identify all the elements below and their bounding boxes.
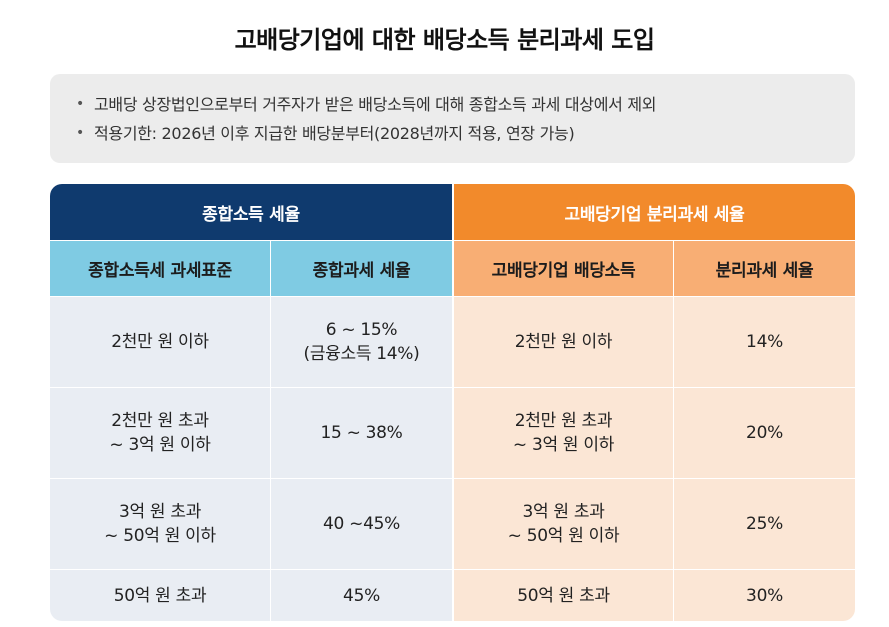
notes-box: • 고배당 상장법인으로부터 거주자가 받은 배당소득에 대해 종합소득 과세 … [50, 74, 855, 163]
tax-rate-table: 종합소득 세율 고배당기업 분리과세 세율 종합소득세 과세표준 종합과세 세율… [50, 184, 855, 621]
column-header-separate-rate: 분리과세 세율 [674, 241, 855, 296]
table-cell: 40 ~45% [271, 479, 452, 569]
table-cell: 2천만 원 초과 ~ 3억 원 이하 [50, 388, 270, 478]
group-header-comprehensive: 종합소득 세율 [50, 184, 452, 240]
table-cell: 2천만 원 초과 ~ 3억 원 이하 [454, 388, 673, 478]
note-item: • 고배당 상장법인으로부터 거주자가 받은 배당소득에 대해 종합소득 과세 … [76, 90, 855, 119]
note-item: • 적용기한: 2026년 이후 지급한 배당분부터(2028년까지 적용, 연… [76, 119, 855, 148]
bullet-icon: • [76, 125, 84, 141]
table-cell: 3억 원 초과 ~ 50억 원 이하 [50, 479, 270, 569]
column-header-dividend-income: 고배당기업 배당소득 [454, 241, 673, 296]
page-title: 고배당기업에 대한 배당소득 분리과세 도입 [234, 26, 655, 54]
table-cell: 3억 원 초과 ~ 50억 원 이하 [454, 479, 673, 569]
table-cell: 30% [674, 570, 855, 621]
table-cell: 25% [674, 479, 855, 569]
group-header-separate: 고배당기업 분리과세 세율 [454, 184, 855, 240]
column-header-tax-base: 종합소득세 과세표준 [50, 241, 270, 296]
table-cell: 6 ~ 15% (금융소득 14%) [271, 297, 452, 387]
table-cell: 14% [674, 297, 855, 387]
table-cell: 2천만 원 이하 [454, 297, 673, 387]
table-cell: 15 ~ 38% [271, 388, 452, 478]
bullet-icon: • [76, 96, 84, 112]
note-text: 고배당 상장법인으로부터 거주자가 받은 배당소득에 대해 종합소득 과세 대상… [94, 95, 657, 114]
table-cell: 50억 원 초과 [454, 570, 673, 621]
table-cell: 50억 원 초과 [50, 570, 270, 621]
note-text: 적용기한: 2026년 이후 지급한 배당분부터(2028년까지 적용, 연장 … [94, 124, 575, 143]
column-header-comprehensive-rate: 종합과세 세율 [271, 241, 452, 296]
table-cell: 45% [271, 570, 452, 621]
table-cell: 20% [674, 388, 855, 478]
table-cell: 2천만 원 이하 [50, 297, 270, 387]
